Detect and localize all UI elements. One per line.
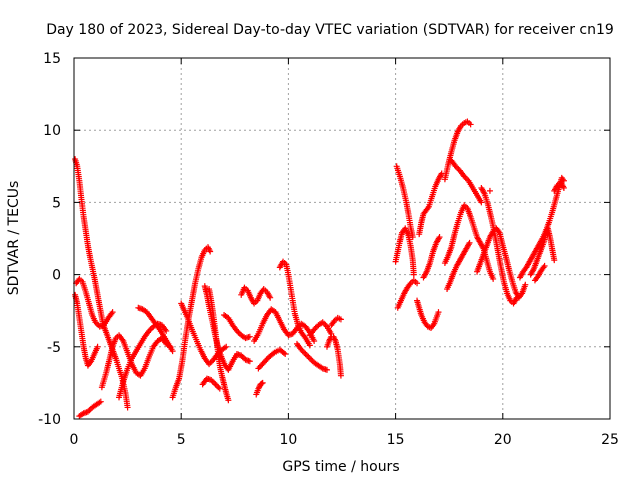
y-tick-label: 15 bbox=[43, 51, 61, 67]
data-point-markers bbox=[420, 234, 443, 281]
data-point-markers bbox=[486, 187, 493, 194]
data-point-markers bbox=[414, 297, 442, 332]
data-point-markers bbox=[328, 314, 344, 329]
series-arc-37 bbox=[531, 262, 548, 284]
data-point-markers bbox=[478, 184, 520, 307]
data-point-markers bbox=[276, 258, 313, 349]
series-arc-29 bbox=[441, 118, 474, 183]
data-point-markers bbox=[444, 239, 473, 293]
data-point-markers bbox=[394, 277, 421, 311]
series-arc-5 bbox=[98, 332, 174, 391]
y-tick-label: 5 bbox=[52, 195, 61, 211]
data-point-markers bbox=[531, 262, 548, 284]
series-arc-38 bbox=[551, 179, 567, 194]
data-point-markers bbox=[255, 346, 289, 372]
series-arc-32 bbox=[444, 239, 473, 293]
data-point-markers bbox=[201, 283, 253, 373]
data-point-markers bbox=[238, 284, 274, 307]
data-points bbox=[72, 118, 567, 420]
data-point-markers bbox=[527, 225, 558, 278]
series-arc-28 bbox=[420, 234, 443, 281]
plot-border bbox=[73, 57, 611, 420]
data-point-markers bbox=[323, 333, 344, 379]
data-point-markers bbox=[116, 320, 170, 401]
series-arc-31 bbox=[448, 157, 485, 206]
y-tick-label: -5 bbox=[47, 340, 61, 356]
series-arc-7 bbox=[135, 304, 176, 355]
data-point-markers bbox=[293, 340, 330, 373]
data-point-markers bbox=[73, 275, 116, 330]
series-arc-22 bbox=[328, 314, 344, 329]
series-arc-11 bbox=[199, 375, 223, 392]
x-axis-label: GPS time / hours bbox=[282, 459, 399, 475]
series-arc-25 bbox=[392, 225, 417, 278]
series-arc-24 bbox=[394, 277, 421, 311]
data-point-markers bbox=[199, 375, 223, 392]
series-arc-21 bbox=[323, 333, 344, 379]
data-point-markers bbox=[441, 118, 474, 183]
series-arc-19 bbox=[293, 340, 330, 373]
series-arc-4 bbox=[76, 398, 104, 420]
tick-labels: 0 5 10 15 20 25 -10 -5 0 5 10 15 bbox=[38, 51, 619, 448]
data-point-markers bbox=[253, 379, 266, 398]
data-point-markers bbox=[516, 174, 567, 281]
series-arc-12 bbox=[201, 283, 253, 373]
y-tick-label: -10 bbox=[38, 412, 61, 428]
y-tick-label: 10 bbox=[43, 123, 61, 139]
x-tick-label: 10 bbox=[279, 432, 297, 448]
series-arc-18 bbox=[276, 258, 313, 349]
series-arc-36 bbox=[527, 225, 558, 278]
x-tick-label: 15 bbox=[387, 432, 405, 448]
data-point-markers bbox=[72, 291, 101, 369]
chart-title: Day 180 of 2023, Sidereal Day-to-day VTE… bbox=[46, 22, 614, 38]
x-tick-label: 0 bbox=[70, 432, 79, 448]
series-arc-26 bbox=[414, 297, 442, 332]
x-tick-label: 25 bbox=[601, 432, 619, 448]
series-arc-15 bbox=[251, 306, 318, 345]
series-arc-6 bbox=[116, 320, 170, 401]
data-point-markers bbox=[416, 170, 445, 238]
series-arc-17 bbox=[253, 379, 266, 398]
data-point-markers bbox=[251, 306, 318, 345]
series-arc-13 bbox=[221, 312, 253, 342]
series-arc-3 bbox=[73, 275, 116, 330]
tick-marks bbox=[73, 57, 611, 420]
data-point-markers bbox=[98, 332, 174, 391]
data-point-markers bbox=[76, 398, 104, 420]
data-point-markers bbox=[221, 312, 253, 342]
series-arc-20 bbox=[306, 319, 335, 339]
series-arc-16 bbox=[255, 346, 289, 372]
series-arc-34 bbox=[478, 184, 520, 307]
y-tick-label: 0 bbox=[52, 268, 61, 284]
data-point-markers bbox=[306, 319, 335, 339]
series-arc-35 bbox=[516, 174, 567, 281]
series-arc-8 bbox=[169, 244, 214, 401]
y-axis-label: SDTVAR / TECUs bbox=[6, 181, 22, 296]
series-arc-27 bbox=[416, 170, 445, 238]
series-isolated bbox=[486, 187, 493, 194]
data-point-markers bbox=[551, 179, 567, 194]
data-point-markers bbox=[393, 163, 416, 241]
data-point-markers bbox=[135, 304, 176, 355]
data-point-markers bbox=[169, 244, 214, 401]
series-arc-14 bbox=[238, 284, 274, 307]
x-tick-label: 20 bbox=[494, 432, 512, 448]
grid bbox=[74, 58, 610, 419]
data-point-markers bbox=[448, 157, 485, 206]
series-arc-23 bbox=[393, 163, 416, 241]
x-tick-label: 5 bbox=[177, 432, 186, 448]
series-arc-2 bbox=[72, 291, 101, 369]
data-point-markers bbox=[392, 225, 417, 278]
